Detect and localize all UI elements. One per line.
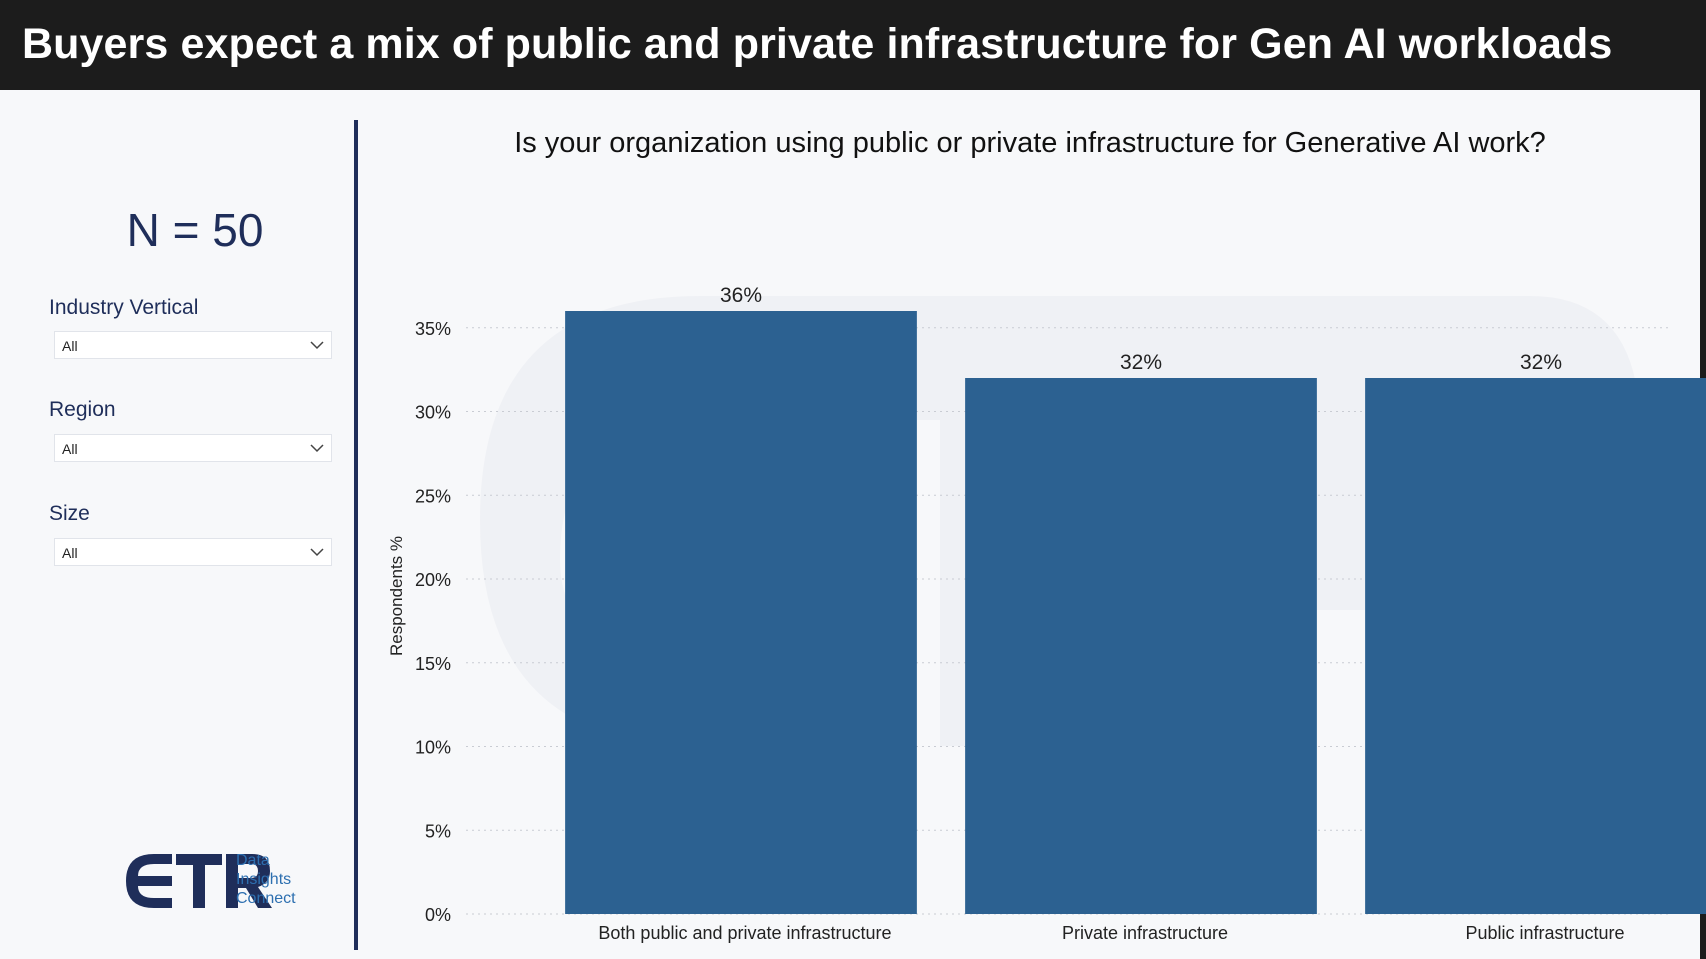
logo-text-data: Data (236, 852, 270, 869)
title-bar: Buyers expect a mix of public and privat… (0, 0, 1706, 90)
sidebar-divider (354, 120, 358, 950)
chevron-down-icon (310, 548, 324, 557)
bars (565, 311, 1706, 914)
size-value: All (62, 545, 78, 561)
data-label: 32% (1120, 351, 1162, 374)
sample-size-label: N = 50 (126, 204, 264, 256)
y-axis-ticks: 0% 5% 10% 15% 20% 25% 30% 35% (415, 319, 451, 925)
y-axis-label: Respondents % (387, 536, 406, 656)
etr-logo (126, 854, 272, 908)
region-label: Region (49, 398, 116, 421)
data-label: 36% (720, 284, 762, 307)
region-value: All (62, 441, 78, 457)
logo-text-insights: Insights (236, 871, 292, 888)
y-tick-label: 30% (415, 403, 451, 423)
x-tick-label: Public infrastructure (1465, 923, 1624, 943)
data-label: 32% (1520, 351, 1562, 374)
y-tick-label: 35% (415, 319, 451, 339)
bar (565, 311, 917, 914)
y-tick-label: 25% (415, 486, 451, 506)
bar (1365, 378, 1706, 914)
size-label: Size (49, 502, 90, 525)
industry-vertical-select[interactable]: All (54, 331, 332, 359)
x-tick-label: Both public and private infrastructure (598, 923, 891, 943)
data-labels: 36% 32% 32% (720, 284, 1562, 374)
y-tick-label: 20% (415, 570, 451, 590)
y-tick-label: 15% (415, 654, 451, 674)
y-tick-label: 5% (425, 821, 451, 841)
y-tick-label: 10% (415, 738, 451, 758)
logo-text-connect: Connect (236, 890, 296, 907)
chart-title: Is your organization using public or pri… (514, 127, 1546, 159)
page-title: Buyers expect a mix of public and privat… (22, 20, 1613, 68)
industry-vertical-value: All (62, 338, 78, 354)
chevron-down-icon (310, 341, 324, 350)
x-axis-ticks: Both public and private infrastructure Pr… (598, 923, 1624, 943)
size-select[interactable]: All (54, 538, 332, 566)
y-tick-label: 0% (425, 905, 451, 925)
bar (965, 378, 1317, 914)
x-tick-label: Private infrastructure (1062, 923, 1228, 943)
region-select[interactable]: All (54, 434, 332, 462)
industry-vertical-label: Industry Vertical (49, 296, 199, 319)
chevron-down-icon (310, 444, 324, 453)
